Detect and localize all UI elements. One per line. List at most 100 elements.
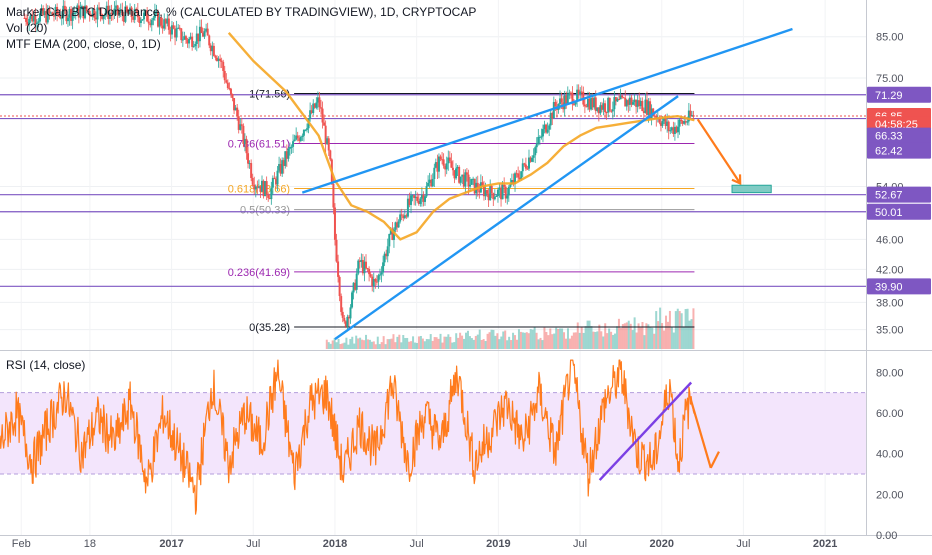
volume-bar [596,331,599,349]
candle-body [549,112,552,126]
candle-body [560,98,563,103]
candle-body [292,141,295,147]
chart-title[interactable]: Market Cap BTC Dominance, % (CALCULATED … [6,5,477,19]
candle-body [172,25,175,29]
horizontal-levels[interactable] [0,94,866,287]
volume-bar [449,336,452,349]
candle-body [492,193,495,200]
rising-wedge-upper-line[interactable] [301,27,793,194]
rsi-panel [0,359,720,515]
candle-body [136,10,139,18]
candle-body [282,160,285,166]
candle-body [62,5,65,18]
candle-body [355,273,358,290]
candle-body [385,253,388,257]
candle-body [118,12,121,15]
candle-body [510,180,513,185]
candle-body [68,8,71,18]
volume-bar [684,309,687,349]
candle-body [312,103,315,114]
candle-body [267,194,270,198]
candle-body [683,121,686,124]
candle-body [212,45,215,56]
price-axis-tick: 35.00 [876,325,904,337]
candle-body [673,126,676,134]
candle-body [573,104,576,106]
candle-body [444,165,447,170]
candle-body [469,184,472,187]
candle-body [287,148,290,159]
candle-body [524,164,527,169]
wedge-trendlines[interactable] [301,27,793,341]
price-projection-arrow[interactable] [696,118,742,185]
volume-bar [398,334,401,349]
volume-bar [412,336,415,349]
candle-body [486,190,489,194]
volume-bar [341,343,344,349]
volume-bar [472,339,475,349]
volume-bar [466,330,469,349]
volume-bar [661,323,664,349]
candle-body [571,92,574,105]
candle-body [111,13,114,15]
projection-drawings[interactable] [696,118,772,194]
candle-body [616,98,619,102]
volume-bar [351,336,354,349]
candle-body [94,17,97,20]
candle-body [234,107,237,111]
volume-bar [431,340,434,349]
time-axis-tick: 18 [84,538,96,550]
candle-body [551,112,554,119]
volume-bar [574,332,577,349]
volume-bar [551,334,554,349]
rsi-indicator-label[interactable]: RSI (14, close) [6,358,86,372]
volume-bar [535,332,538,349]
candle-body [518,177,521,180]
volume-bar [425,339,428,349]
candle-body [568,92,571,94]
candle-body [507,187,510,196]
candle-body [692,115,695,117]
fib-level-label: 0.786(61.51) [228,138,290,150]
ema-indicator-label[interactable]: MTF EMA (200, close, 0, 1D) [6,37,161,51]
candle-body [122,15,125,22]
price-badge-label: 71.29 [875,90,903,102]
volume-indicator-label[interactable]: Vol (20) [6,21,48,35]
candle-body [361,259,364,274]
volume-bar [366,339,369,349]
volume-bar [665,315,668,349]
candle-body [88,10,91,16]
candle-body [386,246,389,257]
volume-bar [439,333,442,349]
candle-body [579,91,582,94]
candle-body [57,14,60,16]
volume-bar [496,333,499,349]
candle-body [529,157,532,162]
volume-bar [653,333,656,349]
volume-bar [519,331,522,349]
candle-body [455,168,458,179]
target-zone-box[interactable] [731,184,772,194]
volume-bar [604,323,607,349]
rsi-projection-arrow[interactable] [690,400,712,469]
candle-body [590,98,593,110]
time-axis-tick: 2018 [323,538,347,550]
volume-bar [378,344,381,349]
price-badge [867,142,931,159]
candle-body [344,321,347,327]
volume-bar [339,344,342,349]
candle-body [366,268,369,270]
candle-body [675,126,678,133]
candle-body [600,105,603,110]
rising-wedge-lower-line[interactable] [334,95,679,341]
candle-body [53,15,56,17]
volume-bar [384,344,387,349]
candle-body [209,45,212,52]
rsi-trendline[interactable] [598,381,693,481]
candle-body [588,98,591,110]
rsi-projection-arrow[interactable] [709,451,720,469]
candle-body [414,196,417,199]
volume-bar [504,330,507,349]
volume-bar [417,336,420,349]
